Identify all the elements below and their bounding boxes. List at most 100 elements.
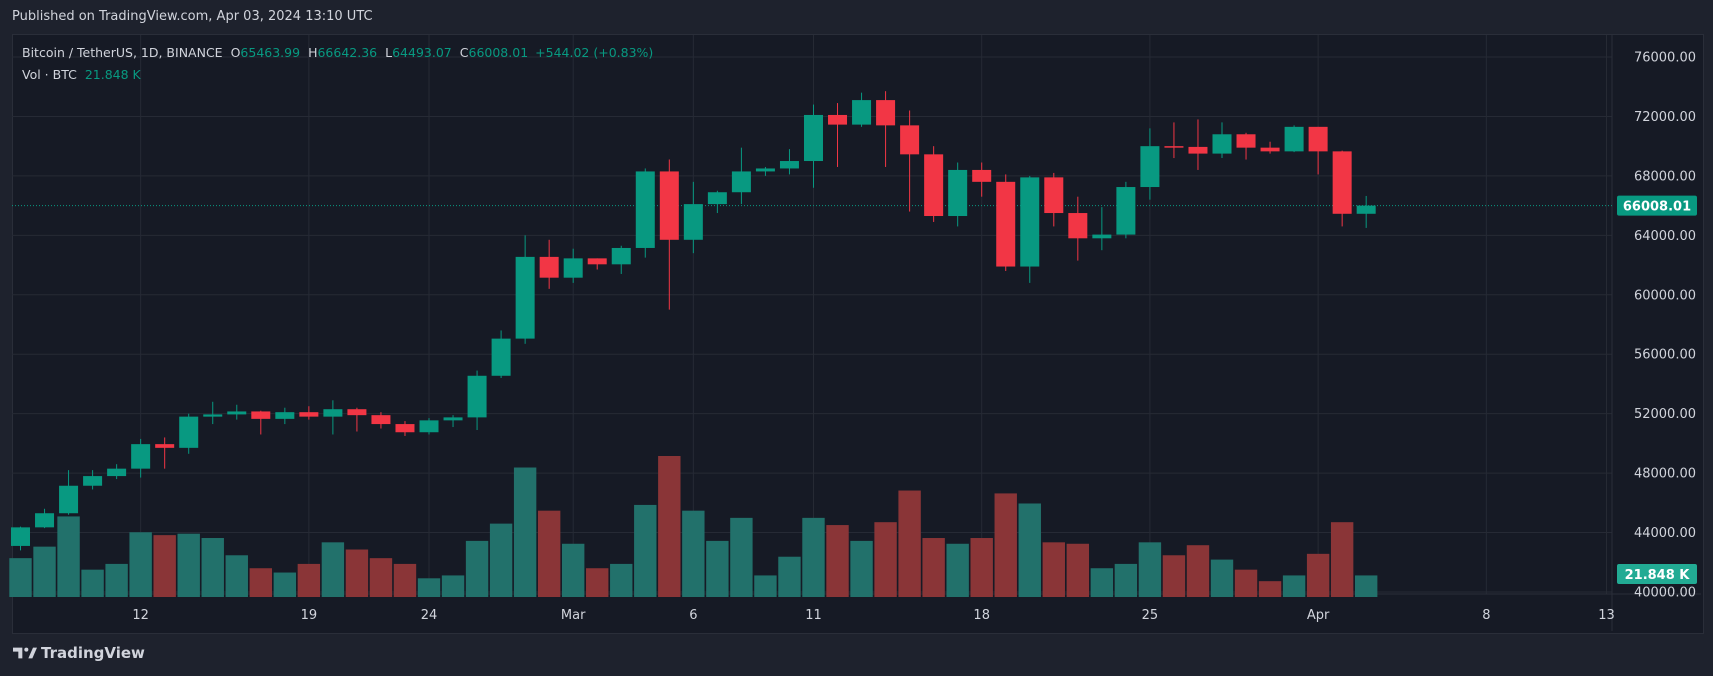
- tradingview-footer[interactable]: TradingView: [13, 644, 145, 662]
- candle-body: [1164, 146, 1184, 148]
- volume-bar: [1114, 563, 1138, 597]
- y-tick-label: 48000.00: [1634, 467, 1696, 482]
- y-tick-label: 60000.00: [1634, 288, 1696, 303]
- chart-panel[interactable]: [12, 34, 1704, 634]
- volume-value: 21.848 K: [84, 67, 141, 82]
- candle-body: [1116, 187, 1136, 235]
- candle-body: [948, 169, 968, 217]
- candle-body: [299, 412, 319, 417]
- candle-body: [1188, 146, 1208, 154]
- candle-body: [755, 168, 775, 172]
- volume-bar: [658, 456, 681, 597]
- volume-bar: [273, 572, 297, 597]
- candle-body: [731, 171, 751, 193]
- volume-bar: [1330, 522, 1354, 597]
- candle-body: [587, 258, 607, 265]
- candle-body: [83, 476, 103, 486]
- candle-body: [35, 513, 55, 528]
- candle-body: [924, 154, 944, 217]
- volume-bar: [57, 516, 80, 597]
- low-value: 64493.07: [392, 45, 452, 60]
- candle-body: [1260, 147, 1280, 152]
- volume-bar: [561, 543, 585, 597]
- y-tick-label: 52000.00: [1634, 407, 1696, 422]
- volume-bar: [369, 558, 393, 597]
- last-volume-label: 21.848 K: [1625, 568, 1691, 583]
- candle-body: [779, 161, 799, 169]
- volume-bar: [682, 510, 705, 597]
- volume-bar: [802, 517, 825, 597]
- volume-bar: [1090, 568, 1114, 597]
- volume-bar: [1042, 542, 1065, 597]
- low-label: L: [385, 45, 393, 60]
- volume-bar: [1162, 555, 1186, 597]
- last-volume-tag: [1617, 564, 1697, 584]
- open-label: O: [230, 45, 241, 60]
- volume-bar: [586, 568, 609, 597]
- volume-bar: [9, 558, 32, 597]
- candle-body: [1356, 205, 1376, 214]
- volume-bar: [537, 510, 561, 597]
- candle-body: [179, 416, 199, 448]
- last-price-tag: [1617, 195, 1697, 216]
- volume-bar: [826, 525, 849, 597]
- volume-bar: [1066, 543, 1090, 597]
- x-tick-label: 18: [973, 608, 990, 623]
- volume-bar: [225, 555, 248, 597]
- x-tick-label: 12: [132, 608, 149, 623]
- volume-bar: [201, 538, 224, 597]
- y-tick-label: 76000.00: [1634, 51, 1696, 66]
- volume-bar: [898, 490, 921, 597]
- volume-bar: [730, 517, 753, 597]
- y-tick-label: 64000.00: [1634, 229, 1696, 244]
- candle-body: [347, 409, 367, 416]
- candle-body: [323, 409, 343, 417]
- volume-bar: [1210, 559, 1234, 597]
- x-tick-label: Apr: [1307, 608, 1330, 623]
- candle-body: [59, 485, 79, 514]
- volume-bar: [513, 467, 537, 597]
- candle-body: [467, 375, 487, 418]
- candle-body: [972, 169, 992, 182]
- high-value: 66642.36: [317, 45, 378, 60]
- volume-bar: [610, 563, 633, 597]
- candle-body: [515, 256, 535, 339]
- candle-body: [611, 247, 631, 265]
- candle-body: [371, 415, 391, 425]
- volume-bar: [1282, 575, 1306, 597]
- candle-body: [635, 171, 655, 248]
- y-tick-label: 72000.00: [1634, 110, 1696, 125]
- y-tick-label: 44000.00: [1634, 526, 1696, 541]
- volume-bar: [1354, 575, 1378, 597]
- candle-body: [659, 171, 679, 240]
- volume-bar: [1306, 553, 1330, 597]
- volume-bar: [754, 575, 777, 597]
- candle-body: [11, 527, 30, 546]
- volume-bar: [1138, 542, 1162, 597]
- volume-label[interactable]: Vol · BTC: [22, 67, 77, 82]
- candle-body: [1044, 177, 1064, 214]
- x-tick-label: 8: [1482, 608, 1490, 623]
- candle-body: [1236, 134, 1256, 148]
- volume-bar: [393, 563, 417, 597]
- volume-bar: [1258, 581, 1282, 597]
- candle-body: [996, 181, 1016, 267]
- volume-bar: [778, 556, 801, 597]
- close-label: C: [459, 45, 469, 60]
- candle-body: [539, 256, 559, 278]
- candle-body: [707, 192, 727, 205]
- candle-body: [227, 411, 247, 415]
- candle-body: [443, 417, 463, 421]
- volume-bar: [970, 538, 993, 597]
- candle-body: [395, 424, 415, 433]
- volume-bar: [297, 563, 321, 597]
- symbol-title[interactable]: Bitcoin / TetherUS, 1D, BINANCE: [22, 45, 223, 60]
- volume-bar: [946, 543, 969, 597]
- high-label: H: [308, 45, 318, 60]
- volume-bar: [634, 504, 657, 597]
- candle-body: [852, 100, 872, 125]
- volume-bar: [1186, 545, 1210, 597]
- candle-body: [803, 114, 823, 162]
- close-value: 66008.01: [468, 45, 529, 60]
